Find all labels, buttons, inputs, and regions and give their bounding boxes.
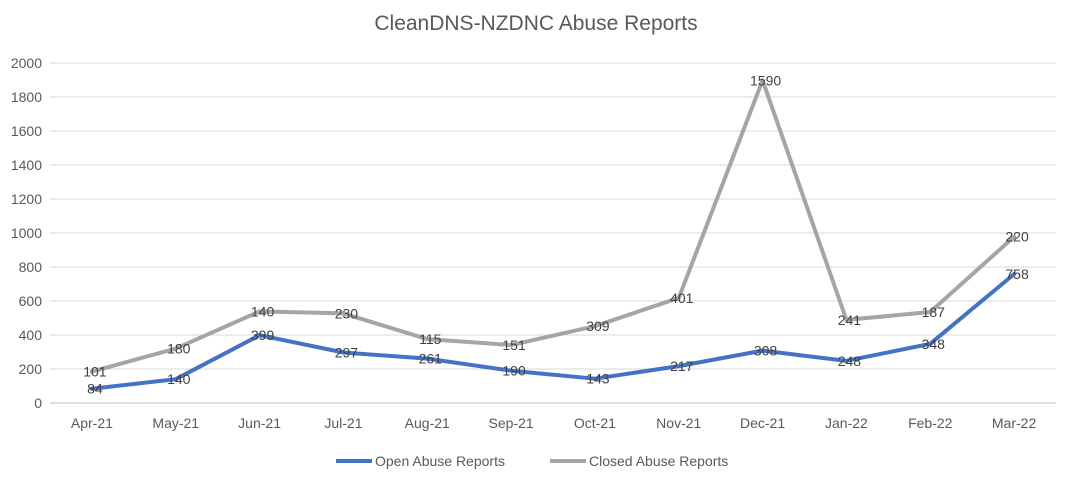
data-label: 190 bbox=[502, 363, 526, 379]
data-label: 758 bbox=[1005, 266, 1029, 282]
series-line-open bbox=[89, 272, 1017, 391]
data-point bbox=[592, 324, 597, 329]
data-label: 308 bbox=[754, 343, 778, 359]
y-tick-label: 600 bbox=[19, 293, 43, 309]
y-tick-label: 1600 bbox=[11, 123, 42, 139]
x-tick-label: Sep-21 bbox=[489, 415, 534, 431]
y-tick-label: 1000 bbox=[11, 225, 42, 241]
series-line-closed bbox=[89, 78, 1017, 374]
y-tick-label: 0 bbox=[34, 395, 42, 411]
data-label: 1590 bbox=[750, 72, 781, 88]
data-point bbox=[592, 376, 597, 381]
data-point bbox=[89, 369, 94, 374]
data-label: 230 bbox=[335, 305, 359, 321]
x-tick-label: Jul-21 bbox=[324, 415, 362, 431]
data-point bbox=[760, 78, 765, 83]
y-tick-label: 1200 bbox=[11, 191, 42, 207]
x-tick-label: Dec-21 bbox=[740, 415, 785, 431]
data-label: 297 bbox=[335, 345, 359, 361]
legend-label: Open Abuse Reports bbox=[375, 453, 505, 469]
x-tick-label: Oct-21 bbox=[574, 415, 616, 431]
data-point bbox=[1012, 234, 1017, 239]
data-label: 84 bbox=[87, 381, 103, 397]
data-point bbox=[341, 350, 346, 355]
data-point bbox=[844, 317, 849, 322]
y-tick-label: 400 bbox=[19, 327, 43, 343]
data-label: 101 bbox=[83, 364, 107, 380]
data-point bbox=[173, 377, 178, 382]
data-point bbox=[89, 386, 94, 391]
data-point bbox=[928, 341, 933, 346]
data-point bbox=[425, 356, 430, 361]
data-label: 348 bbox=[922, 336, 946, 352]
data-label: 401 bbox=[670, 290, 694, 306]
data-point bbox=[257, 309, 262, 314]
x-tick-label: Nov-21 bbox=[656, 415, 701, 431]
data-point bbox=[509, 343, 514, 348]
data-point bbox=[676, 295, 681, 300]
y-tick-label: 1800 bbox=[11, 89, 42, 105]
data-point bbox=[928, 310, 933, 315]
data-label: 143 bbox=[586, 371, 610, 387]
x-tick-label: Feb-22 bbox=[908, 415, 953, 431]
data-label: 261 bbox=[419, 351, 443, 367]
data-label: 187 bbox=[922, 304, 946, 320]
y-tick-label: 200 bbox=[19, 361, 43, 377]
data-label: 399 bbox=[251, 327, 275, 343]
chart-title: CleanDNS-NZDNC Abuse Reports bbox=[374, 12, 698, 35]
data-point bbox=[1012, 272, 1017, 277]
data-label: 180 bbox=[167, 341, 191, 357]
data-point bbox=[425, 337, 430, 342]
data-label: 140 bbox=[251, 303, 275, 319]
y-tick-label: 800 bbox=[19, 259, 43, 275]
data-point bbox=[257, 333, 262, 338]
data-point bbox=[676, 364, 681, 369]
x-tick-label: Jan-22 bbox=[825, 415, 868, 431]
data-label: 309 bbox=[586, 318, 610, 334]
legend-label: Closed Abuse Reports bbox=[589, 453, 728, 469]
y-tick-label: 1400 bbox=[11, 157, 42, 173]
data-point bbox=[844, 358, 849, 363]
x-tick-label: Jun-21 bbox=[238, 415, 281, 431]
data-point bbox=[509, 368, 514, 373]
x-tick-label: May-21 bbox=[152, 415, 199, 431]
data-label: 217 bbox=[670, 358, 694, 374]
data-point bbox=[173, 346, 178, 351]
data-label: 241 bbox=[838, 312, 862, 328]
x-tick-label: Aug-21 bbox=[405, 415, 450, 431]
data-label: 140 bbox=[167, 371, 191, 387]
data-label: 151 bbox=[502, 337, 526, 353]
x-tick-label: Apr-21 bbox=[71, 415, 113, 431]
data-label: 248 bbox=[838, 353, 862, 369]
y-tick-label: 2000 bbox=[11, 55, 42, 71]
data-label: 115 bbox=[419, 331, 442, 347]
data-label: 220 bbox=[1005, 229, 1029, 245]
data-point bbox=[341, 311, 346, 316]
x-tick-label: Mar-22 bbox=[992, 415, 1037, 431]
data-point bbox=[760, 348, 765, 353]
